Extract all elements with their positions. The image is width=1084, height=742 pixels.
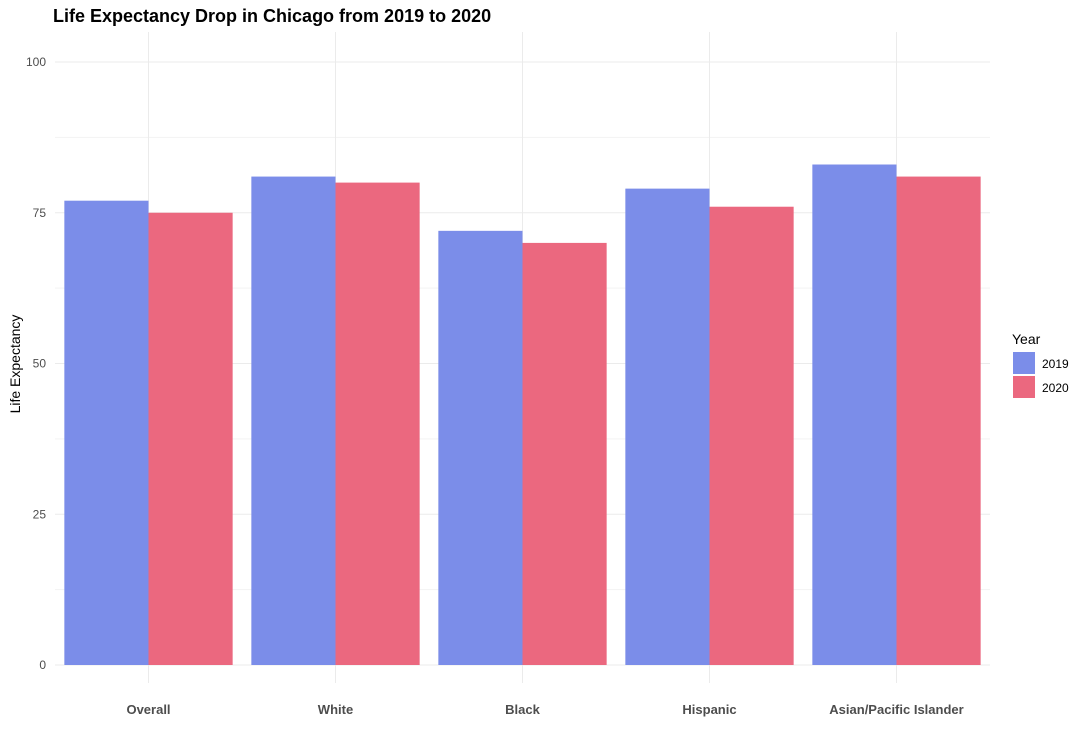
y-tick-label: 50 (33, 357, 47, 371)
bar-asian-pacific-islander-2019 (812, 164, 897, 665)
bar-asian-pacific-islander-2020 (896, 176, 981, 665)
legend-label-2020: 2020 (1042, 381, 1069, 395)
y-tick-label: 75 (33, 206, 47, 220)
bar-overall-2019 (64, 200, 149, 665)
y-tick-label: 100 (26, 55, 46, 69)
legend-swatch-2019 (1013, 352, 1035, 374)
legend-swatch-2020 (1013, 376, 1035, 398)
bar-overall-2020 (148, 212, 233, 665)
bar-white-2020 (335, 182, 420, 665)
chart-title: Life Expectancy Drop in Chicago from 201… (53, 6, 492, 26)
x-tick-label: Asian/Pacific Islander (829, 702, 963, 717)
y-tick-label: 25 (33, 507, 47, 521)
bar-black-2020 (522, 242, 607, 665)
legend: Year 2019 2020 (1012, 331, 1069, 398)
x-axis-ticks: Overall White Black Hispanic Asian/Pacific I… (126, 702, 963, 717)
bar-hispanic-2019 (625, 188, 710, 665)
legend-label-2019: 2019 (1042, 357, 1069, 371)
bar-hispanic-2020 (709, 206, 794, 665)
y-axis-label: Life Expectancy (7, 315, 23, 414)
x-tick-label: Black (505, 702, 540, 717)
x-tick-label: Hispanic (682, 702, 736, 717)
y-axis-ticks: 0 25 50 75 100 (26, 55, 46, 672)
y-tick-label: 0 (39, 658, 46, 672)
legend-title: Year (1012, 331, 1041, 347)
bar-black-2019 (438, 230, 523, 665)
x-tick-label: White (318, 702, 353, 717)
bar-white-2019 (251, 176, 336, 665)
bars (64, 164, 981, 665)
x-tick-label: Overall (126, 702, 170, 717)
